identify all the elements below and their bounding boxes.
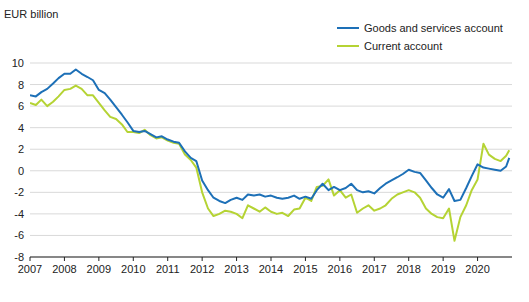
x-tick-label: 2020 [465,263,489,275]
x-tick-label: 2014 [259,263,283,275]
x-tick [30,257,31,261]
y-tick-label: 4 [18,122,24,134]
grid-line [30,213,512,214]
legend-label: Current account [364,40,442,52]
x-tick [339,257,340,261]
x-tick-label: 2009 [87,263,111,275]
y-tick-label: -4 [14,208,24,220]
plot-area [30,69,509,240]
x-tick [236,257,237,261]
y-tick-label: 0 [18,165,24,177]
x-tick [374,257,375,261]
y-tick-label: 2 [18,143,24,155]
y-axis-label: EUR billion [4,8,58,20]
grid-line [30,63,512,64]
x-tick-label: 2016 [328,263,352,275]
y-tick-label: -6 [14,229,24,241]
x-tick-label: 2008 [52,263,76,275]
x-tick-label: 2018 [396,263,420,275]
x-tick-label: 2013 [224,263,248,275]
x-tick-label: 2017 [362,263,386,275]
x-tick [443,257,444,261]
x-tick [133,257,134,261]
grid-line [30,127,512,128]
grid-line [30,235,512,236]
y-tick-label: -8 [14,251,24,263]
series-line [30,69,509,203]
y-tick-label: 10 [12,57,24,69]
y-tick-label: -2 [14,186,24,198]
x-tick [202,257,203,261]
grid-line [30,170,512,171]
x-tick-label: 2007 [18,263,42,275]
legend-label: Goods and services account [364,22,503,34]
x-tick-label: 2015 [293,263,317,275]
x-tick-label: 2019 [431,263,455,275]
x-tick-label: 2012 [190,263,214,275]
x-tick [408,257,409,261]
grid-line [30,149,512,150]
y-tick-label: 6 [18,100,24,112]
x-tick [477,257,478,261]
series-line [30,86,509,241]
legend-swatch [337,45,359,47]
grid-line [30,84,512,85]
x-tick [64,257,65,261]
legend-swatch [337,27,359,29]
x-tick [305,257,306,261]
chart: EUR billion -8 -6 -4 -2 0 2 4 6 8 10 2007 2008 2009 20… [0,0,529,302]
x-tick-label: 2010 [121,263,145,275]
x-tick [167,257,168,261]
y-tick-label: 8 [18,79,24,91]
x-tick-label: 2011 [156,263,180,275]
x-tick [271,257,272,261]
grid-line [30,192,512,193]
x-tick [98,257,99,261]
